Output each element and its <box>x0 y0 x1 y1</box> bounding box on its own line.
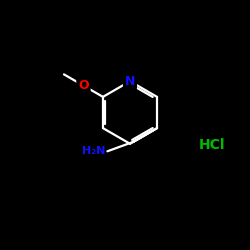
Text: HCl: HCl <box>199 138 226 152</box>
Text: O: O <box>78 79 89 92</box>
Text: N: N <box>125 75 135 88</box>
Text: H₂N: H₂N <box>82 146 105 156</box>
